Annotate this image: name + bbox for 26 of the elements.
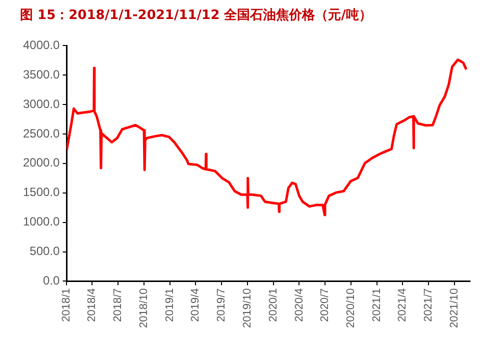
- chart-title: 图 15：2018/1/1-2021/11/12 全国石油焦价格（元/吨）: [20, 8, 372, 24]
- x-tick-label: 2019/4: [190, 288, 202, 322]
- y-tick-label: 1500.0: [23, 185, 60, 200]
- y-tick-label: 2000.0: [23, 156, 60, 170]
- x-tick-label: 2018/1: [60, 288, 73, 322]
- x-tick-label: 2019/1: [164, 288, 176, 322]
- x-tick-label: 2018/10: [138, 288, 150, 328]
- x-tick-label: 2021/10: [448, 288, 460, 328]
- x-tick-label: 2018/7: [112, 288, 124, 322]
- y-tick-label: 3000.0: [23, 96, 60, 111]
- x-tick-label: 2020/7: [319, 288, 332, 322]
- y-tick-label: 500.0: [30, 244, 60, 258]
- x-tick-label: 2018/4: [86, 288, 98, 322]
- y-tick-label: 3500.0: [23, 67, 60, 82]
- x-tick-label: 2021/4: [396, 288, 409, 322]
- x-tick-label: 2020/4: [293, 288, 306, 322]
- y-tick-label: 0.0: [43, 274, 60, 288]
- y-tick-label: 2500.0: [23, 126, 60, 140]
- x-tick-label: 2021/1: [371, 288, 384, 322]
- y-tick-label: 4000.0: [23, 38, 60, 52]
- x-tick-label: 2019/7: [215, 288, 228, 322]
- y-tick-label: 1000.0: [23, 214, 60, 229]
- x-tick-label: 2019/10: [241, 288, 254, 328]
- x-tick-label: 2020/1: [267, 288, 280, 322]
- x-tick-label: 2020/10: [345, 288, 358, 328]
- x-tick-label: 2021/7: [422, 288, 434, 322]
